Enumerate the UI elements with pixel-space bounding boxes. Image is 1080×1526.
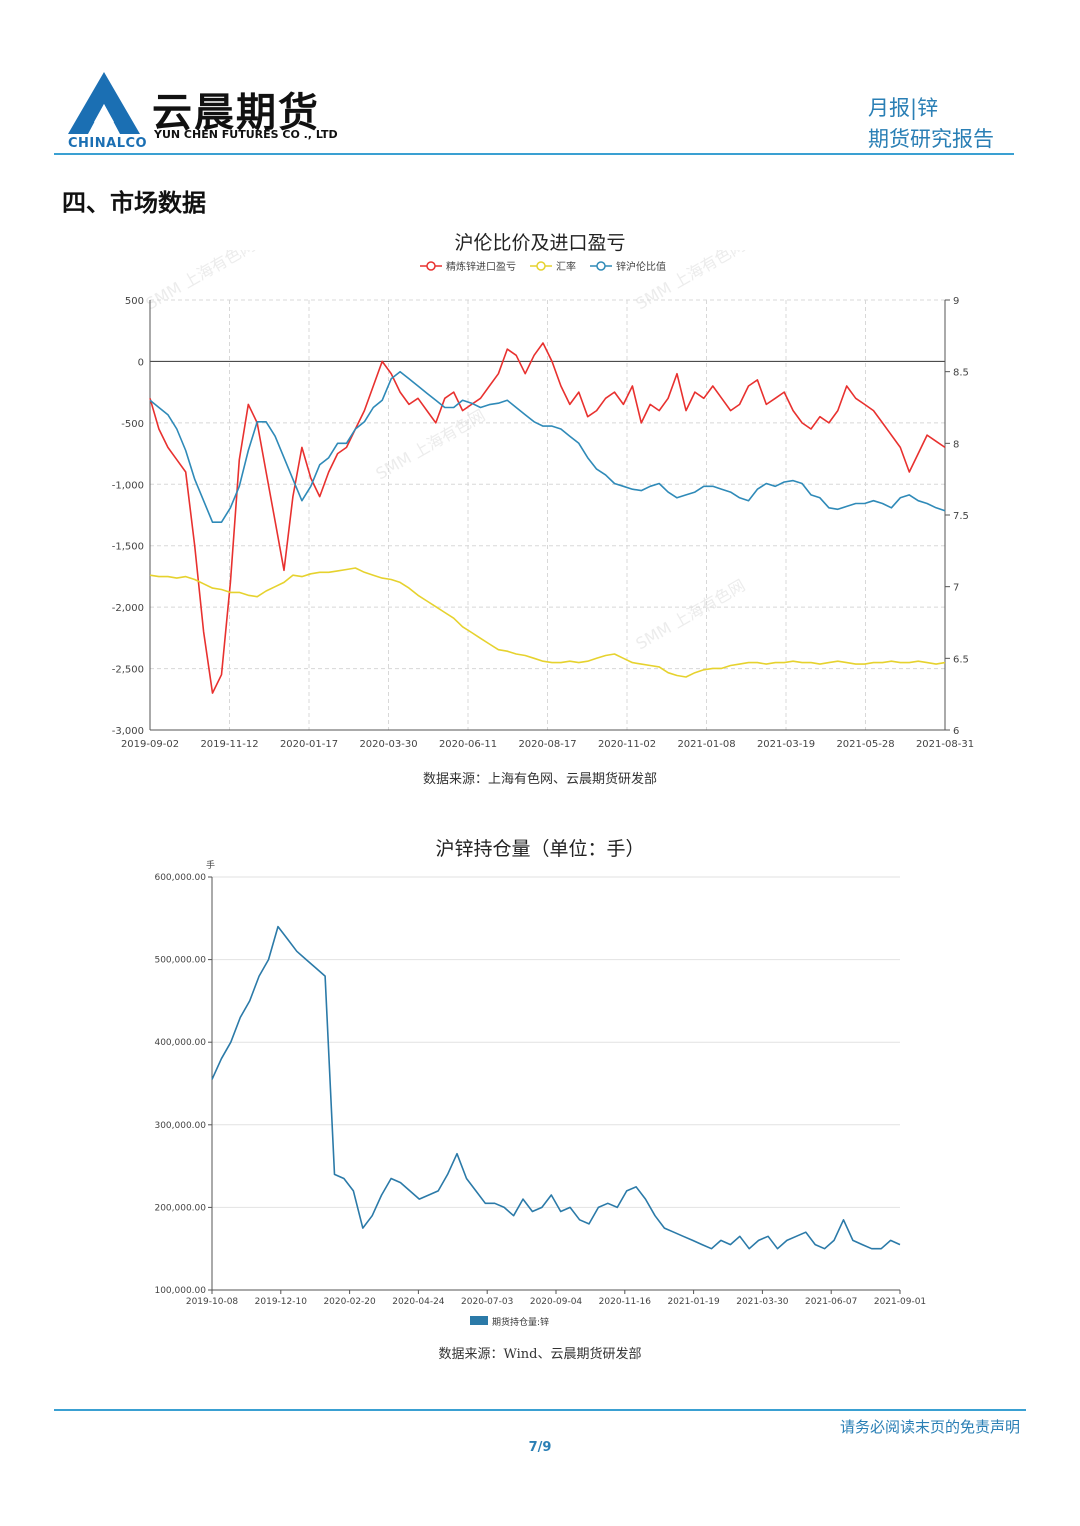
chart1-legend-label: 汇率 xyxy=(556,260,576,273)
chart1-x-tick: 2021-01-08 xyxy=(677,739,735,750)
chart2-x-tick: 2021-03-30 xyxy=(736,1297,789,1307)
chart2-x-tick: 2021-09-01 xyxy=(874,1297,926,1307)
chart1-watermark: SMM 上海有色网 xyxy=(633,250,749,313)
chart2-legend-label: 期货持仓量:锌 xyxy=(492,1316,549,1328)
chart1-legend-marker xyxy=(426,261,436,271)
chart1-yleft-tick: -2,500 xyxy=(112,665,144,676)
chart1-x-tick: 2020-11-02 xyxy=(598,739,656,750)
chart2-x-tick: 2020-04-24 xyxy=(392,1297,445,1307)
chart1-yright-tick: 8.5 xyxy=(953,368,969,379)
chart2-y-tick: 100,000.00 xyxy=(154,1286,206,1296)
disclaimer[interactable]: 请务必阅读末页的免责声明 xyxy=(839,1418,1020,1436)
chart1-x-tick: 2019-09-02 xyxy=(121,739,179,750)
chart1-legend-marker xyxy=(596,261,606,271)
chart1-yleft-tick: -1,000 xyxy=(112,480,144,491)
chart1-yleft-tick: -500 xyxy=(121,419,144,430)
chart1-x-tick: 2019-11-12 xyxy=(200,739,258,750)
chart1-legend-label: 精炼锌进口盈亏 xyxy=(446,260,516,273)
chart1-legend-marker xyxy=(536,261,546,271)
chart2-y-tick: 300,000.00 xyxy=(154,1121,206,1131)
brand-name-en: YUN CHEN FUTURES CO ., LTD xyxy=(154,128,338,141)
footer-divider xyxy=(54,1409,1026,1411)
chart2-title: 沪锌持仓量（单位：手） xyxy=(435,838,645,860)
chart1-series-line xyxy=(149,567,946,678)
header-divider xyxy=(54,153,1014,155)
chart1-yright-tick: 8 xyxy=(953,439,959,450)
chart1-x-tick: 2021-03-19 xyxy=(757,739,815,750)
chart2-x-tick: 2019-10-08 xyxy=(186,1297,239,1307)
chart1-yright-tick: 9 xyxy=(953,296,959,307)
chart1-yright-tick: 6 xyxy=(953,726,959,737)
chart2-x-tick: 2020-07-03 xyxy=(461,1297,513,1307)
chart1-x-tick: 2020-03-30 xyxy=(359,739,417,750)
chart1-watermark: SMM 上海有色网 xyxy=(373,406,489,484)
report-header: 月报|锌 期货研究报告 xyxy=(868,93,994,155)
chart2-x-tick: 2021-01-19 xyxy=(667,1297,720,1307)
chart1-x-tick: 2020-01-17 xyxy=(280,739,338,750)
chart2-x-tick: 2020-11-16 xyxy=(599,1297,652,1307)
report-category: 期货研究报告 xyxy=(868,127,994,151)
section-title: 四、市场数据 xyxy=(62,189,206,217)
chart1-watermark: SMM 上海有色网 xyxy=(143,250,259,313)
chart1-x-tick: 2020-06-11 xyxy=(439,739,497,750)
brand-name-cn: 云晨期货 xyxy=(152,90,320,136)
chart1-yleft-tick: -3,000 xyxy=(112,726,144,737)
chart1-x-tick: 2020-08-17 xyxy=(518,739,576,750)
chart1-source: 数据来源：上海有色网、云晨期货研发部 xyxy=(422,772,657,787)
chart1-title: 沪伦比价及进口盈亏 xyxy=(454,232,626,254)
chart1-yright-tick: 7 xyxy=(953,583,959,594)
chart1-series-line xyxy=(149,342,946,694)
chart1-yleft-tick: 0 xyxy=(138,357,144,368)
chart2-y-tick: 600,000.00 xyxy=(154,873,206,883)
chart2-y-tick: 200,000.00 xyxy=(154,1203,206,1213)
chart1-watermark: SMM 上海有色网 xyxy=(633,576,749,654)
chart2-y-tick: 500,000.00 xyxy=(154,956,206,966)
chart1-yleft-tick: -2,000 xyxy=(112,603,144,614)
chart2-source: 数据来源：Wind、云晨期货研发部 xyxy=(438,1347,642,1362)
chart2-unit-label: 手 xyxy=(206,859,215,871)
chart1-yright-tick: 7.5 xyxy=(953,511,969,522)
report-type: 月报|锌 xyxy=(868,96,939,120)
chinalco-logo-icon xyxy=(68,72,140,134)
chart2-x-tick: 2019-12-10 xyxy=(255,1297,308,1307)
brand-parent: CHINALCO xyxy=(68,136,148,151)
chart2-y-tick: 400,000.00 xyxy=(154,1038,206,1048)
chart2-x-tick: 2020-09-04 xyxy=(530,1297,583,1307)
chart1-legend-label: 锌沪伦比值 xyxy=(616,260,666,273)
chart2-series-line xyxy=(211,925,901,1250)
chart1-yleft-tick: 500 xyxy=(125,296,144,307)
chart1-yleft-tick: -1,500 xyxy=(112,542,144,553)
chart2-x-tick: 2021-06-07 xyxy=(805,1297,857,1307)
chart2-legend-swatch xyxy=(470,1316,488,1325)
chart1-x-tick: 2021-05-28 xyxy=(836,739,894,750)
page-number: 7/9 xyxy=(528,1440,552,1455)
chart2-x-tick: 2020-02-20 xyxy=(323,1297,376,1307)
chart1-series-line xyxy=(149,370,946,524)
chart1-x-tick: 2021-08-31 xyxy=(916,739,974,750)
chart1-yright-tick: 6.5 xyxy=(953,654,969,665)
